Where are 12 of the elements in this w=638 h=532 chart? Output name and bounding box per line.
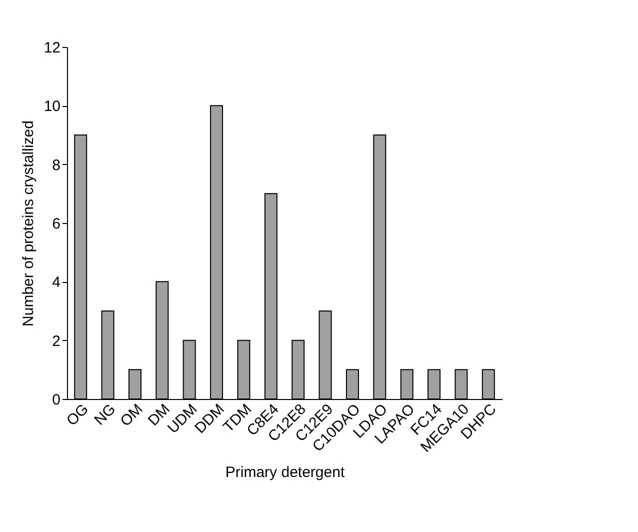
y-tick-label: 2 (52, 332, 60, 350)
x-tick-label: OG (63, 400, 92, 430)
y-tick-label: 10 (44, 98, 60, 116)
y-tick-label: 0 (52, 392, 60, 408)
x-tick-label: NG (91, 400, 120, 429)
y-axis-title: Number of proteins crystallized (20, 120, 37, 326)
y-tick-label: 6 (52, 216, 60, 232)
y-tick-label: 8 (52, 156, 60, 174)
y-tick-label: 4 (52, 274, 60, 292)
y-tick-label: 12 (44, 40, 60, 56)
x-tick-label: OM (117, 400, 146, 430)
x-axis-title: Primary detergent (225, 464, 346, 482)
